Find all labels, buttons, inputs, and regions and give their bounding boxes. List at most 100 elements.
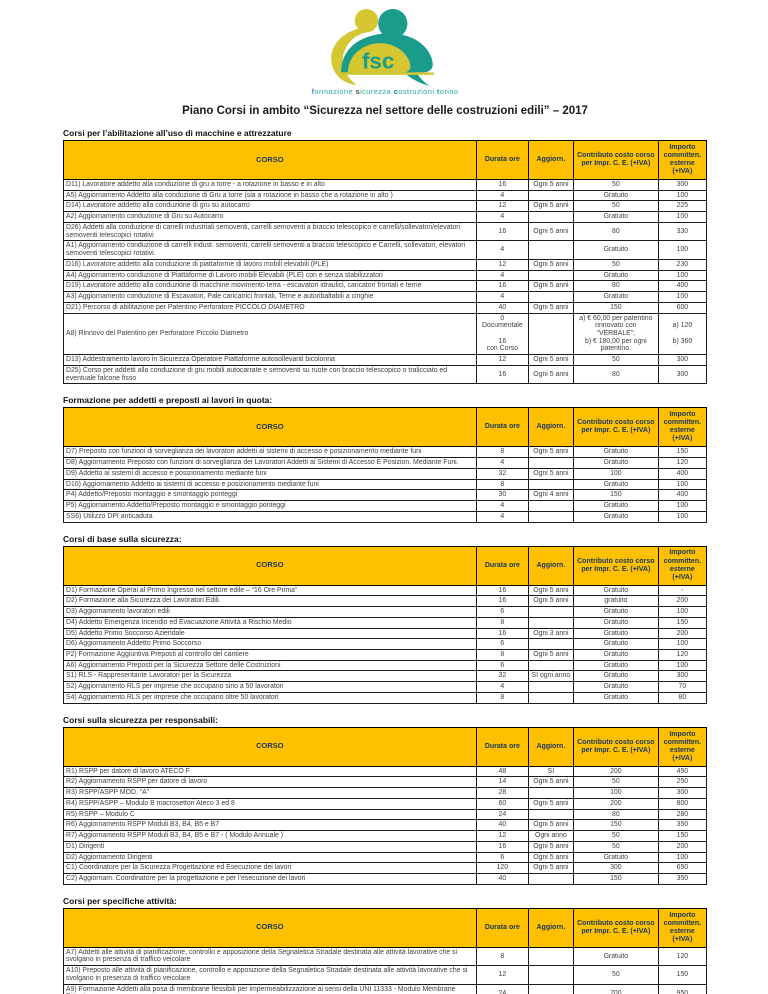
cell-durata-ore: 32 [475, 467, 529, 480]
cell-contributo: 50 [572, 258, 659, 271]
cell-contributo: 80 [572, 280, 659, 293]
cell-corso: D19) Lavoratore addetto alla conduzione … [63, 280, 477, 293]
cell-contributo: 150 [572, 489, 659, 502]
cell-contributo: 50 [572, 830, 659, 842]
cell-contributo: 50 [572, 200, 659, 213]
courses-table: CORSO Durata ore Aggiorn. Contributo costo … [63, 726, 708, 885]
cell-corso: A6) Aggiornamento Preposti per la Sicure… [63, 659, 477, 672]
cell-aggiorn: Ogni 5 anni [527, 595, 574, 608]
cell-durata-ore: 6 [475, 851, 529, 864]
courses-table: CORSO Durata ore Aggiorn. Contributo costo … [63, 407, 708, 523]
cell-contributo: Gratuito [572, 500, 659, 512]
cell-corso: SS6) Utilizzo DPI anticaduta [63, 510, 477, 523]
cell-contributo: 50 [572, 840, 659, 853]
sections-root: Corsi per l’abilitazione all’uso di macc… [63, 128, 708, 994]
cell-contributo: Gratuito [572, 851, 659, 864]
cell-durata-ore: 40 [475, 819, 529, 832]
course-row: D8) Aggiornamento Preposto con funzioni … [63, 457, 708, 469]
course-row: D19) Lavoratore addetto alla conduzione … [63, 280, 708, 293]
cell-corso: D1) Dirigenti [63, 840, 477, 853]
cell-corso: R2) Aggiornamento RSPP per datore di lav… [63, 776, 477, 789]
cell-importo: 280 [657, 808, 708, 821]
section-title: Formazione per addetti e preposti ai lav… [63, 395, 273, 406]
column-header-corso: CORSO [63, 140, 477, 180]
cell-durata-ore: 16 [475, 627, 529, 640]
cell-durata-ore: 16 [475, 584, 529, 597]
cell-durata-ore: 8 [475, 446, 529, 459]
course-section-1: Corsi per l’abilitazione all’uso di macc… [63, 128, 708, 385]
course-row: D5) Addetto Primo Soccorso Aziendale 16 Og… [63, 627, 708, 640]
cell-aggiorn [527, 211, 574, 223]
cell-aggiorn: Ogni 5 anni [527, 354, 574, 366]
cell-importo: 650 [657, 862, 708, 874]
cell-durata-ore: 30 [475, 489, 529, 502]
course-row: R2) Aggiornamento RSPP per datore di lav… [63, 776, 708, 789]
cell-contributo: Gratuito [572, 457, 659, 469]
cell-durata-ore: 16 [475, 179, 529, 191]
course-section-4: Corsi sulla sicurezza per responsabili: C… [63, 715, 708, 885]
cell-durata-ore: 4 [475, 500, 529, 512]
cell-aggiorn [527, 269, 574, 282]
cell-corso: A10) Preposto alle attività di pianifica… [63, 965, 477, 985]
column-header-contributo: Contributo costo corso per Impr. C. E. (… [572, 140, 659, 180]
cell-durata-ore: 32 [475, 670, 529, 683]
cell-durata-ore: 6 [475, 659, 529, 672]
cell-corso: D16) Lavoratore addetto alla conduzione … [63, 258, 477, 271]
cell-durata-ore: 4 [475, 189, 529, 202]
course-row: SS6) Utilizzo DPI anticaduta 4 Gratuito 100 [63, 510, 708, 523]
logo-block: fsc formazione sicurezza costruzioni tor… [63, 8, 707, 96]
course-row: D10) Aggiornamento Addetto ai sistemi di… [63, 478, 708, 491]
cell-durata-ore: 12 [475, 354, 529, 366]
cell-corso: D26) Addetti alla conduzione di carrelli… [63, 221, 477, 242]
column-header-durata-ore: Durata ore [475, 545, 529, 586]
cell-contributo: Gratuito [572, 616, 659, 629]
cell-aggiorn [527, 291, 574, 303]
cell-contributo: Gratuito [572, 478, 659, 491]
cell-importo: 100 [657, 659, 708, 672]
cell-corso: D7) Preposto con funzioni di sorveglianz… [63, 446, 477, 459]
cell-importo: 300 [657, 354, 708, 366]
cell-corso: C2) Aggiornam. Coordinatore per la proge… [63, 872, 477, 885]
course-row: D16) Lavoratore addetto alla conduzione … [63, 258, 708, 271]
cell-aggiorn: Ogni 5 anni [527, 851, 574, 864]
cell-aggiorn: Ogni 5 anni [527, 776, 574, 789]
cell-contributo: 700 [572, 983, 659, 994]
column-header-corso: CORSO [63, 407, 477, 448]
cell-aggiorn [527, 240, 574, 260]
cell-corso: A1) Aggiornamento conduzione di carrelli… [63, 240, 477, 260]
cell-aggiorn: SI ogni anno [527, 670, 574, 683]
column-header-contributo: Contributo costo corso per Impr. C. E. (… [572, 726, 659, 767]
cell-importo: 150 [657, 830, 708, 842]
course-row: R3) RSPP/ASPP MOD. “A” 28 100 300 [63, 787, 708, 799]
cell-aggiorn [527, 457, 574, 469]
course-row: R6) Aggiornamento RSPP Moduli B3, B4, B5… [63, 819, 708, 832]
column-header-aggiorn: Aggiorn. [527, 407, 574, 448]
cell-importo: 230 [657, 258, 708, 271]
cell-importo: 450 [657, 765, 708, 778]
cell-importo: 250 [657, 776, 708, 789]
cell-aggiorn: Ogni 5 anni [527, 280, 574, 293]
cell-contributo: Gratuito [572, 189, 659, 202]
column-header-corso: CORSO [63, 907, 477, 948]
cell-durata-ore: 40 [475, 872, 529, 885]
cell-aggiorn: SI [527, 765, 574, 778]
cell-durata-ore: 8 [475, 946, 529, 967]
column-header-contributo: Contributo costo corso per Impr. C. E. (… [572, 407, 659, 448]
cell-corso: D6) Aggiornamento Addetto Primo Soccorso [63, 638, 477, 650]
cell-importo: 100 [657, 189, 708, 202]
cell-durata-ore: 6 [475, 638, 529, 650]
cell-importo: 400 [657, 467, 708, 480]
cell-aggiorn [527, 808, 574, 821]
cell-importo: 200 [657, 595, 708, 608]
cell-contributo: Gratuito [572, 269, 659, 282]
column-header-importo: Importo committen. esterne (+IVA) [657, 545, 708, 586]
cell-importo: 800 [657, 797, 708, 810]
cell-importo: 300 [657, 787, 708, 799]
cell-durata-ore: 16 [475, 221, 529, 242]
cell-importo: 150 [657, 446, 708, 459]
course-row: D14) Lavoratore addetto alla conduzione … [63, 200, 708, 213]
cell-aggiorn: Ogni 4 anni [527, 489, 574, 502]
cell-importo: 350 [657, 872, 708, 885]
cell-contributo: Gratuito [572, 211, 659, 223]
course-row: D2) Formazione alla Sicurezza dei Lavora… [63, 595, 708, 608]
